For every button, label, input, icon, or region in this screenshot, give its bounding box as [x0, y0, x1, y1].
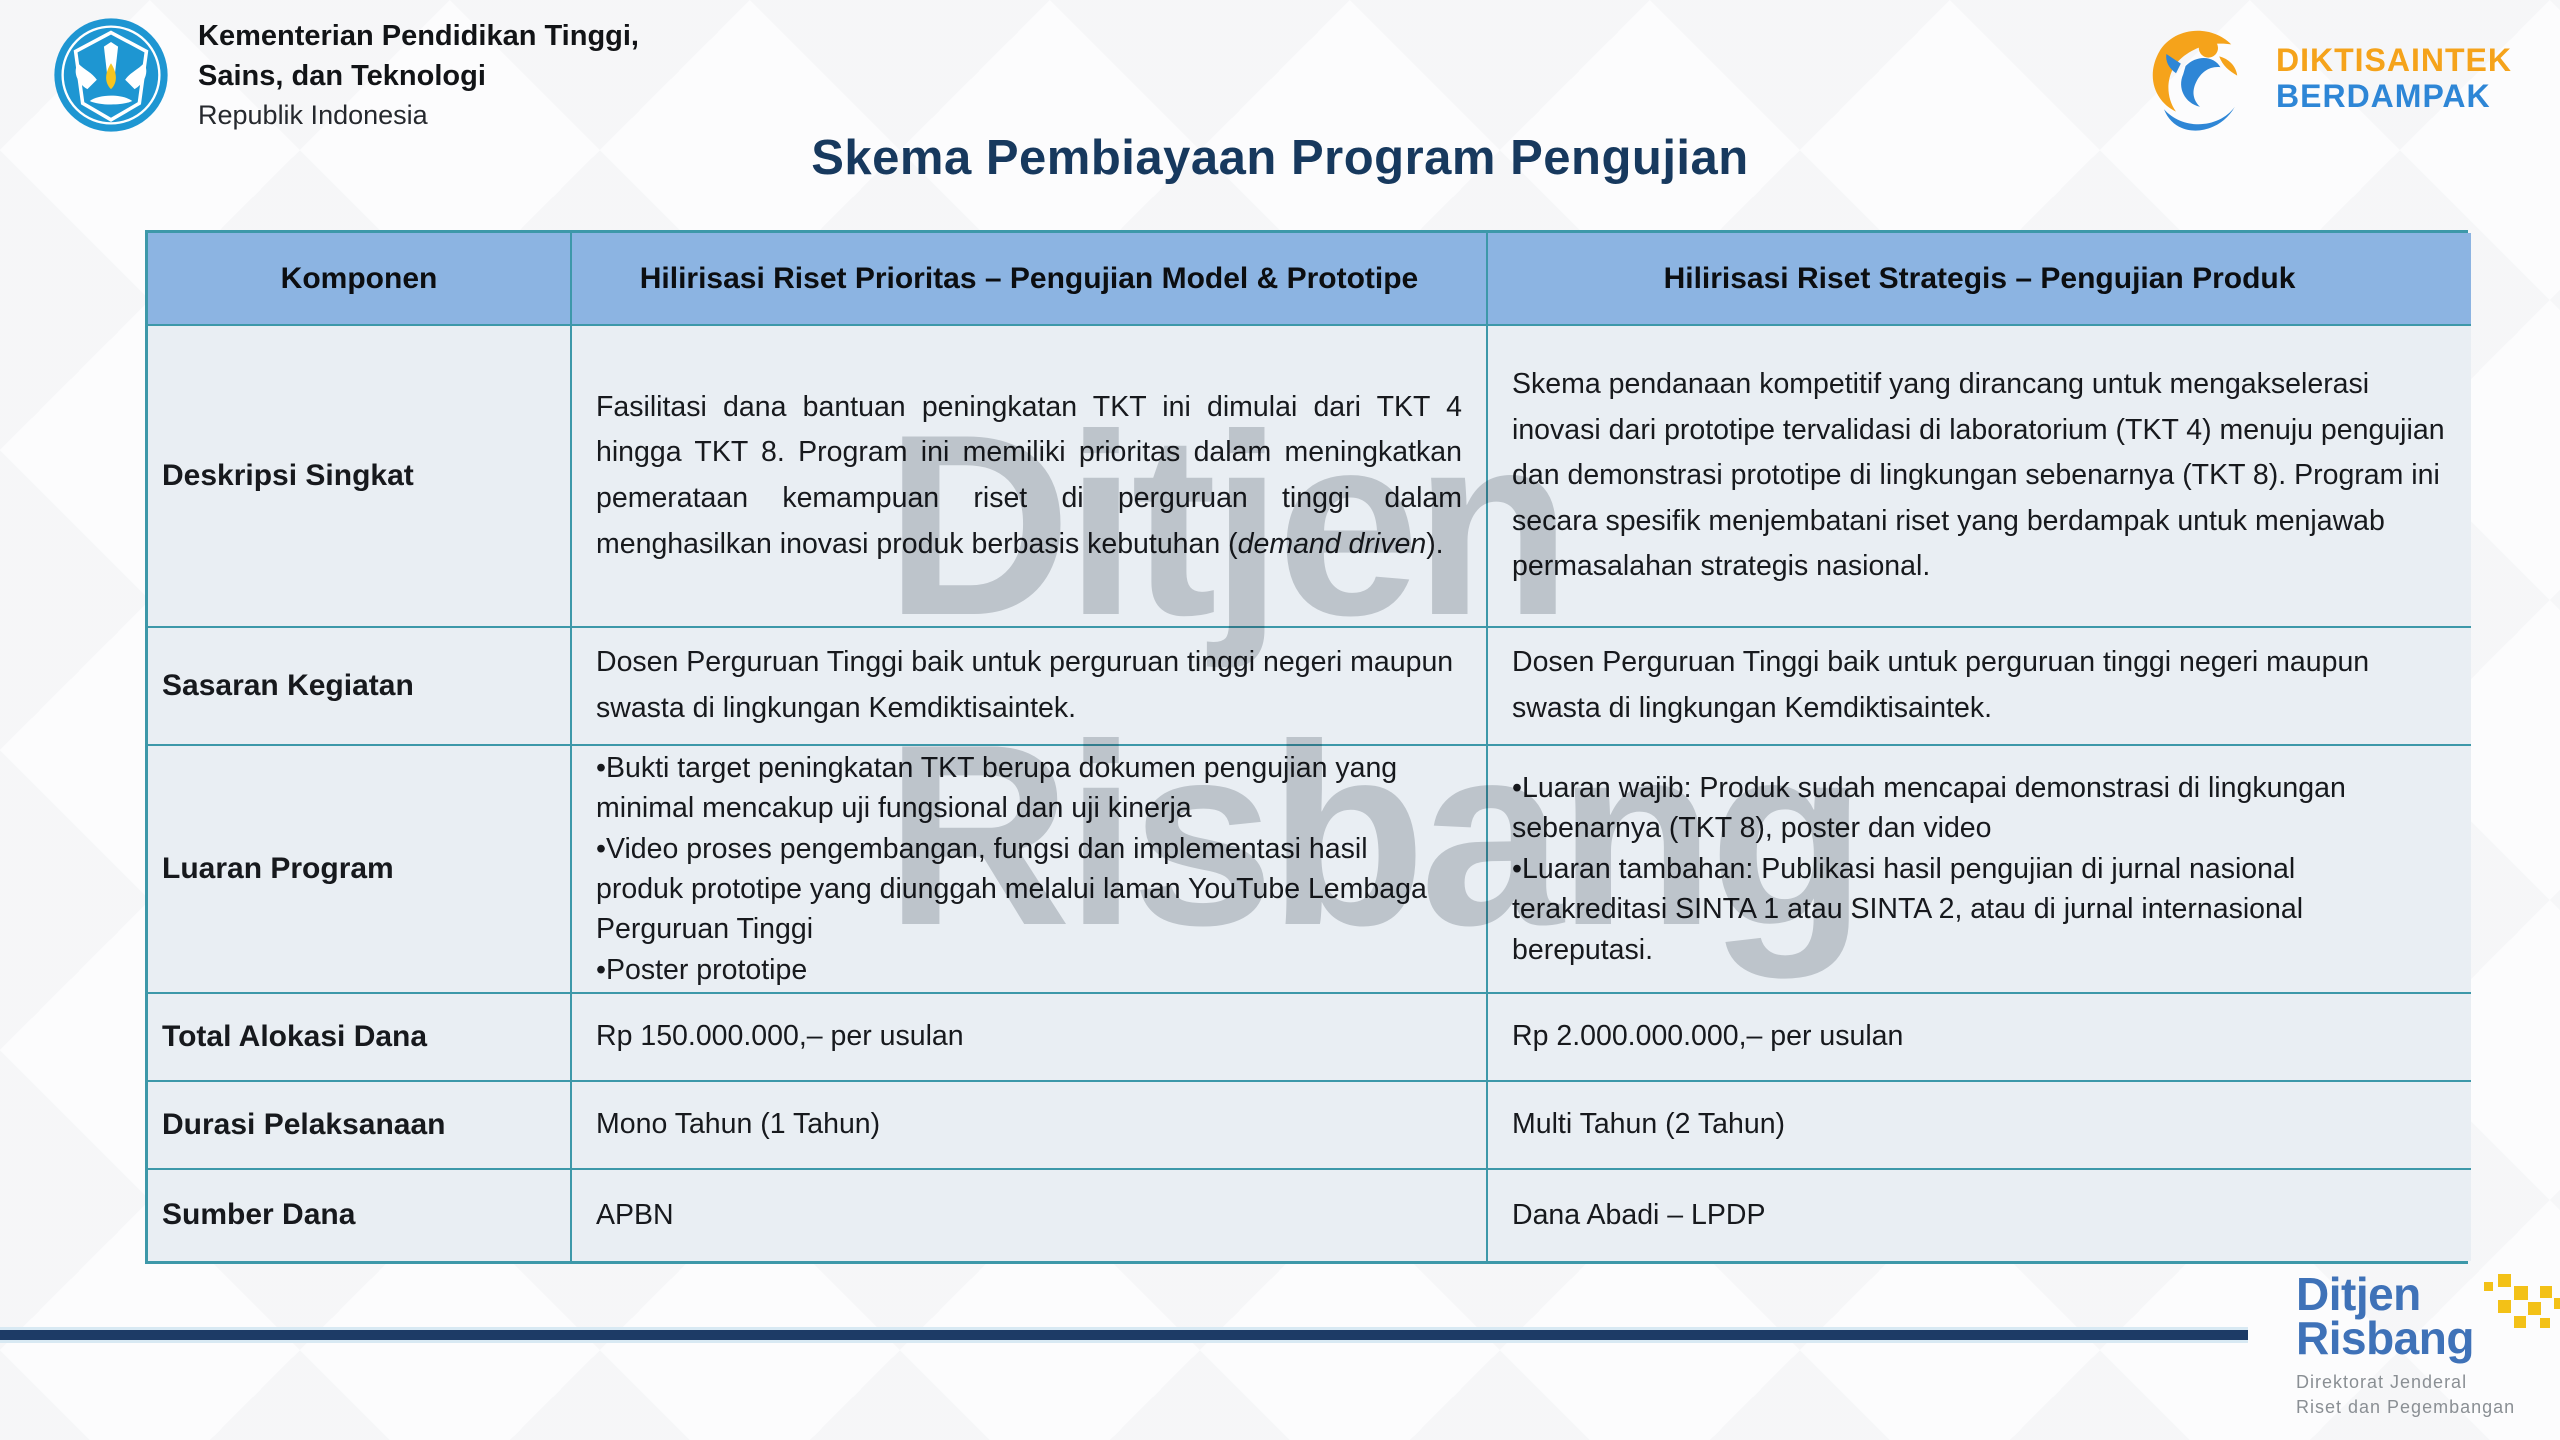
- ministry-line3: Republik Indonesia: [198, 100, 428, 130]
- sumber-prioritas-cell: APBN: [572, 1170, 1488, 1261]
- funding-scheme-table: Komponen Hilirisasi Riset Prioritas – Pe…: [145, 230, 2471, 1264]
- berdampak-label: BERDAMPAK: [2276, 78, 2491, 114]
- footer-brand-line2: Risbang: [2296, 1312, 2474, 1364]
- total-prioritas-cell: Rp 150.000.000,– per usulan: [572, 994, 1488, 1082]
- deskripsi-prioritas-cell: Fasilitasi dana bantuan peningkatan TKT …: [572, 326, 1488, 628]
- sasaran-strategis-cell: Dosen Perguruan Tinggi baik untuk pergur…: [1488, 628, 2471, 746]
- ministry-line2: Sains, dan Teknologi: [198, 60, 486, 92]
- diktisaintek-brand: DIKTISAINTEK BERDAMPAK: [2140, 18, 2512, 138]
- total-strategis-cell: Rp 2.000.000.000,– per usulan: [1488, 994, 2471, 1082]
- footer-brand-line1: Ditjen: [2296, 1268, 2421, 1320]
- diktisaintek-text: DIKTISAINTEK BERDAMPAK: [2276, 42, 2512, 114]
- ditjen-risbang-brand: Ditjen Risbang Direktorat Jenderal Riset…: [2296, 1268, 2560, 1420]
- luaran-strategis-cell: •Luaran wajib: Produk sudah mencapai dem…: [1488, 746, 2471, 994]
- page-title: Skema Pembiayaan Program Pengujian: [811, 131, 1749, 185]
- diktisaintek-logo-icon: [2152, 30, 2238, 131]
- deskripsi-prioritas-text: Fasilitasi dana bantuan peningkatan TKT …: [596, 390, 1462, 560]
- footer-divider-line: [0, 1330, 2248, 1340]
- sumber-strategis-cell: Dana Abadi – LPDP: [1488, 1170, 2471, 1261]
- diktisaintek-label: DIKTISAINTEK: [2276, 42, 2512, 78]
- footer-sub-line2: Riset dan Pegembangan: [2296, 1397, 2516, 1417]
- row-label-sumber: Sumber Dana: [148, 1170, 572, 1261]
- deskripsi-prioritas-end: ).: [1426, 527, 1444, 560]
- deskripsi-italic-term: demand driven: [1237, 527, 1427, 560]
- yellow-pixel-arrow-icon: [2483, 1274, 2560, 1328]
- ministry-line1: Kementerian Pendidikan Tinggi,: [198, 20, 639, 52]
- col-header-komponen: Komponen: [148, 233, 572, 326]
- col-header-strategis: Hilirisasi Riset Strategis – Pengujian P…: [1488, 233, 2471, 326]
- deskripsi-strategis-cell: Skema pendanaan kompetitif yang dirancan…: [1488, 326, 2471, 628]
- ministry-text: Kementerian Pendidikan Tinggi, Sains, da…: [198, 16, 639, 134]
- row-label-sasaran: Sasaran Kegiatan: [148, 628, 572, 746]
- durasi-strategis-cell: Multi Tahun (2 Tahun): [1488, 1082, 2471, 1170]
- row-label-durasi: Durasi Pelaksanaan: [148, 1082, 572, 1170]
- footer-sub-line1: Direktorat Jenderal: [2296, 1372, 2468, 1392]
- luaran-prioritas-cell: •Bukti target peningkatan TKT berupa dok…: [572, 746, 1488, 994]
- sasaran-prioritas-cell: Dosen Perguruan Tinggi baik untuk pergur…: [572, 628, 1488, 746]
- row-label-total-alokasi: Total Alokasi Dana: [148, 994, 572, 1082]
- tutwuri-handayani-logo-icon: [54, 18, 168, 132]
- ditjen-risbang-wordmark: Ditjen Risbang: [2296, 1268, 2474, 1364]
- footer-subtitle: Direktorat Jenderal Riset dan Pegembanga…: [2296, 1370, 2560, 1420]
- ministry-brand: Kementerian Pendidikan Tinggi, Sains, da…: [52, 16, 639, 134]
- col-header-prioritas: Hilirisasi Riset Prioritas – Pengujian M…: [572, 233, 1488, 326]
- row-label-deskripsi: Deskripsi Singkat: [148, 326, 572, 628]
- durasi-prioritas-cell: Mono Tahun (1 Tahun): [572, 1082, 1488, 1170]
- row-label-luaran: Luaran Program: [148, 746, 572, 994]
